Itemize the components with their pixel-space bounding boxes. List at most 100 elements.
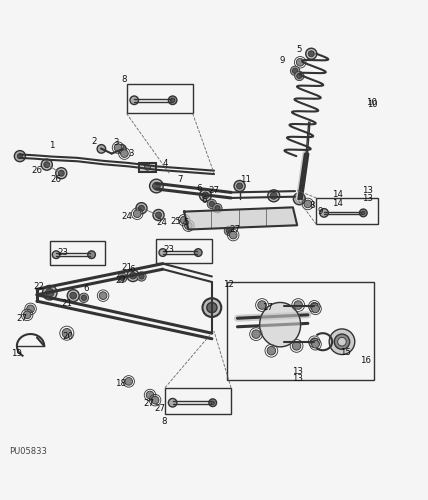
Text: 13: 13 bbox=[292, 367, 303, 376]
Circle shape bbox=[267, 346, 276, 355]
Circle shape bbox=[146, 391, 154, 399]
Text: 27: 27 bbox=[144, 399, 155, 408]
Polygon shape bbox=[260, 302, 300, 347]
Circle shape bbox=[296, 196, 302, 202]
Circle shape bbox=[215, 206, 220, 211]
Text: 21: 21 bbox=[61, 299, 72, 308]
Circle shape bbox=[308, 51, 314, 57]
Circle shape bbox=[310, 302, 318, 310]
Circle shape bbox=[334, 334, 350, 349]
Circle shape bbox=[125, 378, 133, 385]
Text: 16: 16 bbox=[360, 356, 371, 364]
Bar bbox=[127, 84, 193, 114]
Circle shape bbox=[149, 179, 163, 193]
Circle shape bbox=[312, 305, 319, 312]
Circle shape bbox=[151, 396, 159, 404]
Text: 10: 10 bbox=[366, 98, 377, 108]
Circle shape bbox=[130, 96, 139, 104]
Circle shape bbox=[62, 328, 71, 338]
Circle shape bbox=[310, 338, 318, 345]
Circle shape bbox=[224, 226, 234, 235]
Circle shape bbox=[270, 192, 277, 199]
Text: 1: 1 bbox=[49, 141, 55, 150]
Bar bbox=[227, 282, 374, 380]
Circle shape bbox=[42, 286, 57, 300]
Circle shape bbox=[338, 338, 346, 346]
Circle shape bbox=[159, 248, 166, 256]
Text: 3: 3 bbox=[128, 148, 134, 158]
Circle shape bbox=[155, 212, 161, 218]
Circle shape bbox=[296, 58, 304, 66]
Circle shape bbox=[121, 150, 128, 158]
Text: 26: 26 bbox=[31, 166, 42, 174]
Text: 27: 27 bbox=[17, 314, 27, 323]
Circle shape bbox=[153, 210, 164, 220]
Circle shape bbox=[41, 159, 52, 170]
Circle shape bbox=[237, 183, 243, 189]
Circle shape bbox=[136, 202, 147, 213]
Polygon shape bbox=[184, 208, 297, 230]
Text: 13: 13 bbox=[292, 374, 303, 384]
Text: 27: 27 bbox=[208, 186, 220, 195]
Circle shape bbox=[268, 190, 280, 202]
Circle shape bbox=[130, 272, 137, 279]
Circle shape bbox=[118, 273, 127, 282]
Circle shape bbox=[17, 154, 22, 158]
Circle shape bbox=[170, 98, 175, 102]
Text: 23: 23 bbox=[163, 246, 175, 254]
Circle shape bbox=[44, 162, 50, 168]
Circle shape bbox=[168, 96, 177, 104]
Circle shape bbox=[362, 211, 365, 214]
Bar bbox=[156, 240, 212, 263]
Circle shape bbox=[320, 208, 328, 217]
Circle shape bbox=[304, 200, 312, 208]
Circle shape bbox=[23, 311, 31, 318]
Circle shape bbox=[127, 270, 139, 281]
Circle shape bbox=[258, 301, 266, 310]
Bar bbox=[165, 388, 231, 414]
Text: 22: 22 bbox=[33, 282, 45, 291]
Circle shape bbox=[234, 180, 245, 192]
Text: PU05833: PU05833 bbox=[9, 446, 47, 456]
Text: 26: 26 bbox=[51, 174, 62, 184]
Circle shape bbox=[99, 292, 107, 300]
Text: 6: 6 bbox=[129, 264, 135, 274]
Circle shape bbox=[194, 248, 202, 256]
Text: 6: 6 bbox=[196, 184, 202, 194]
Text: 6: 6 bbox=[83, 284, 89, 293]
Text: 7: 7 bbox=[177, 175, 183, 184]
Text: 5: 5 bbox=[184, 218, 189, 227]
Circle shape bbox=[252, 330, 260, 338]
Circle shape bbox=[180, 216, 188, 224]
Text: 25: 25 bbox=[170, 217, 181, 226]
Text: 12: 12 bbox=[223, 280, 235, 289]
Circle shape bbox=[58, 170, 64, 176]
Text: 10: 10 bbox=[367, 100, 377, 110]
Text: 14: 14 bbox=[332, 190, 343, 199]
Circle shape bbox=[145, 164, 150, 170]
Circle shape bbox=[168, 398, 177, 407]
Circle shape bbox=[202, 192, 209, 199]
Circle shape bbox=[226, 228, 232, 234]
Text: 13: 13 bbox=[362, 186, 373, 195]
Circle shape bbox=[52, 251, 60, 258]
Circle shape bbox=[79, 293, 89, 302]
Text: 2: 2 bbox=[92, 137, 97, 146]
Circle shape bbox=[207, 199, 217, 208]
Circle shape bbox=[27, 305, 34, 312]
Bar bbox=[316, 198, 378, 224]
Text: 18: 18 bbox=[116, 378, 127, 388]
Text: 24: 24 bbox=[157, 218, 167, 227]
Circle shape bbox=[114, 144, 122, 152]
Text: 8: 8 bbox=[122, 75, 127, 84]
Text: 13: 13 bbox=[362, 194, 373, 203]
Text: 9: 9 bbox=[279, 56, 285, 64]
Text: 20: 20 bbox=[62, 332, 74, 340]
Circle shape bbox=[70, 292, 77, 299]
Text: 24: 24 bbox=[121, 212, 132, 221]
Circle shape bbox=[202, 298, 221, 317]
Circle shape bbox=[360, 209, 367, 216]
Circle shape bbox=[139, 274, 144, 279]
Text: 23: 23 bbox=[57, 248, 68, 256]
Text: 4: 4 bbox=[163, 160, 169, 168]
